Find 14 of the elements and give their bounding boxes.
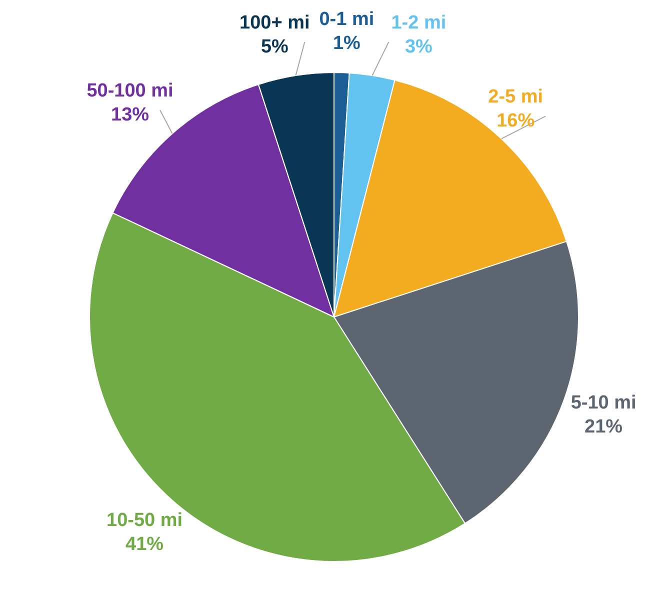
slice-label: 5-10 mi xyxy=(570,392,636,414)
data-label: 13% xyxy=(111,104,150,126)
data-label: 5% xyxy=(260,36,289,58)
slice-label: 1-2 mi xyxy=(391,12,446,34)
slice-label: 100+ mi xyxy=(240,12,310,34)
slice-label: 10-50 mi xyxy=(106,510,183,532)
data-label: 21% xyxy=(584,416,623,438)
slice-label: 2-5 mi xyxy=(488,86,544,108)
slice-label: 0-1 mi xyxy=(319,8,374,30)
slice-label: 50-100 mi xyxy=(86,80,174,102)
data-label: 16% xyxy=(496,110,535,132)
data-label: 3% xyxy=(404,36,433,58)
data-label: 41% xyxy=(126,534,164,556)
data-label: 1% xyxy=(332,32,361,54)
